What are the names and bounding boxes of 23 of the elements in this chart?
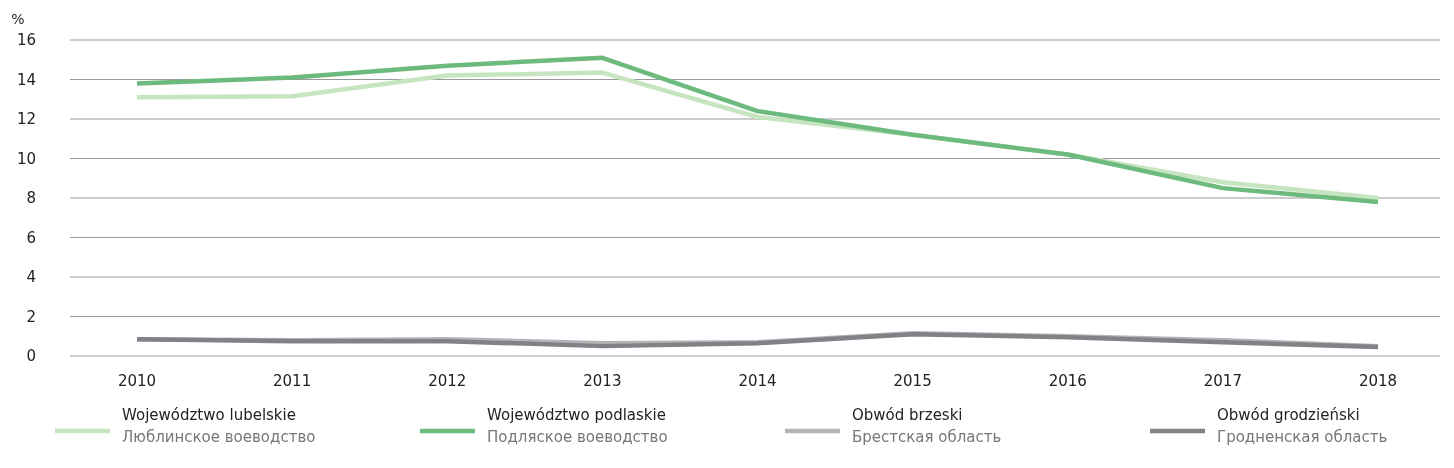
y-tick-label: 8	[26, 189, 36, 208]
legend-label: Województwo lubelskie Люблинское воеводство	[122, 406, 316, 446]
y-tick-label: 2	[26, 307, 36, 326]
x-tick-label: 2017	[1203, 372, 1242, 390]
y-tick-label: 12	[16, 110, 36, 129]
x-tick-label: 2015	[893, 372, 932, 390]
x-tick-label: 2012	[428, 372, 467, 390]
y-tick-label: 4	[26, 268, 36, 287]
y-tick-label: 6	[26, 228, 36, 247]
x-tick-label: 2016	[1048, 372, 1087, 390]
x-tick-label: 2014	[738, 372, 777, 390]
legend-label: Obwód brzeski Брестская область	[852, 406, 1002, 446]
y-tick-label: 10	[16, 149, 36, 168]
legend-label: Obwód grodzieński Гродненская область	[1217, 406, 1388, 446]
y-tick-label: 14	[16, 70, 36, 89]
y-tick-label: 0	[26, 347, 36, 366]
x-tick-label: 2011	[273, 372, 312, 390]
x-tick-label: 2013	[583, 372, 622, 390]
legend-label: Województwo podlaskie Подляское воеводство	[487, 406, 668, 446]
y-tick-label: 16	[16, 31, 36, 50]
x-tick-label: 2018	[1358, 372, 1398, 390]
x-tick-label: 2010	[117, 372, 157, 390]
y-axis-title: %	[11, 11, 25, 27]
